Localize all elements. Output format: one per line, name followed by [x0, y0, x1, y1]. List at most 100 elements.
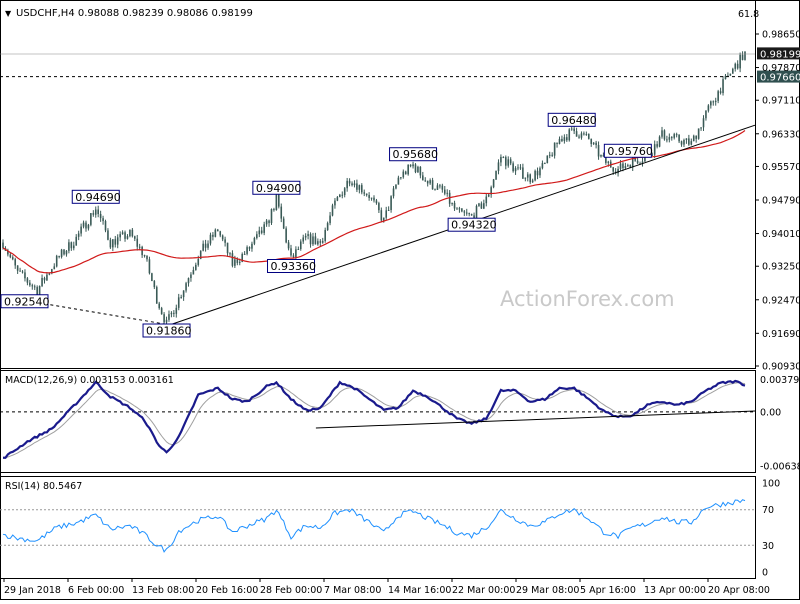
candle-body	[365, 193, 368, 196]
candle-body	[116, 237, 119, 245]
price-axis-label: 0.98650	[762, 30, 800, 41]
candle-body	[475, 205, 478, 220]
candle-body	[285, 228, 287, 243]
candle-body	[131, 229, 134, 237]
candle-body	[263, 224, 265, 233]
candle-body	[710, 101, 712, 106]
candle-body	[639, 163, 641, 165]
candle-body	[75, 236, 78, 246]
macd-title: MACD(12,26,9) 0.003153 0.003161	[5, 375, 174, 386]
price-annotation-label: 0.94320	[451, 219, 497, 232]
candle-body	[19, 270, 21, 272]
candle-body	[368, 195, 370, 198]
candle-body	[607, 161, 610, 163]
macd-panel	[0, 370, 756, 473]
candle-body	[331, 205, 334, 216]
candle-body	[11, 257, 14, 260]
candle-body	[653, 144, 656, 155]
candle-body	[360, 185, 363, 193]
candle-body	[33, 286, 36, 288]
candle-body	[414, 164, 417, 173]
price-axis-label: 0.97870	[762, 63, 800, 74]
candle-body	[85, 222, 87, 229]
candle-body	[436, 185, 439, 190]
candle-body	[336, 197, 339, 201]
candle-body	[282, 218, 285, 229]
candle-body	[165, 319, 168, 323]
candle-body	[363, 192, 366, 194]
candle-body	[87, 224, 90, 229]
candle-body	[273, 209, 275, 211]
candle-body	[407, 164, 409, 175]
candle-body	[121, 232, 124, 235]
candle-body	[717, 91, 719, 101]
candle-body	[29, 282, 31, 286]
candle-body	[182, 290, 185, 298]
candle-body	[207, 243, 209, 248]
candle-body	[55, 255, 58, 267]
candle-body	[92, 213, 95, 215]
candle-body	[51, 269, 53, 274]
price-axis-label: 0.94010	[762, 229, 800, 240]
candle-body	[302, 237, 305, 242]
candle-body	[529, 174, 532, 183]
candle-body	[134, 236, 136, 239]
candle-body	[612, 167, 614, 172]
candle-body	[209, 234, 212, 244]
candle-body	[229, 253, 231, 255]
candle-body	[129, 229, 131, 237]
candle-body	[270, 209, 273, 224]
candle-body	[31, 285, 34, 287]
candle-body	[500, 156, 502, 163]
macd-axis-label: 0.003796	[760, 375, 800, 386]
price-tag-label: 0.98199	[760, 49, 800, 60]
candle-body	[204, 243, 207, 248]
candle-body	[221, 235, 224, 240]
price-annotation-box	[389, 147, 438, 162]
candle-body	[663, 130, 666, 140]
candle-body	[7, 250, 9, 255]
candle-body	[246, 247, 248, 254]
candle-body	[619, 163, 622, 169]
candle-body	[143, 255, 146, 257]
candle-body	[168, 314, 170, 320]
candle-body	[697, 128, 700, 139]
candle-body	[583, 133, 585, 135]
candle-body	[177, 297, 180, 308]
candle-body	[734, 63, 737, 69]
date-axis-label: 13 Apr 00:00	[644, 585, 706, 596]
candle-body	[234, 259, 236, 266]
candle-body	[519, 167, 522, 169]
candle-body	[160, 308, 163, 315]
candle-body	[136, 238, 139, 247]
price-annotation-label: 0.92540	[4, 295, 50, 308]
candle-body	[497, 162, 500, 171]
candle-body	[292, 255, 295, 258]
candle-body	[641, 161, 644, 164]
candle-body	[370, 197, 373, 199]
candle-body	[670, 137, 673, 139]
candle-body	[202, 243, 204, 251]
candle-body	[175, 307, 178, 314]
candle-body	[502, 156, 505, 158]
candle-body	[512, 163, 514, 172]
candle-body	[390, 196, 392, 211]
candle-body	[536, 170, 539, 176]
candle-body	[514, 168, 517, 172]
candle-body	[729, 73, 732, 76]
candle-body	[666, 139, 668, 141]
candle-body	[446, 192, 449, 194]
candle-body	[534, 170, 536, 181]
candle-body	[492, 179, 495, 188]
candle-body	[26, 278, 29, 283]
candle-body	[82, 222, 85, 227]
candle-body	[600, 154, 602, 157]
candle-body	[461, 208, 463, 212]
rsi-axis-label: 0	[762, 568, 768, 579]
candle-body	[90, 213, 92, 225]
candle-body	[680, 141, 683, 145]
candle-body	[546, 155, 549, 164]
candle-body	[180, 297, 182, 299]
candle-body	[409, 164, 412, 167]
